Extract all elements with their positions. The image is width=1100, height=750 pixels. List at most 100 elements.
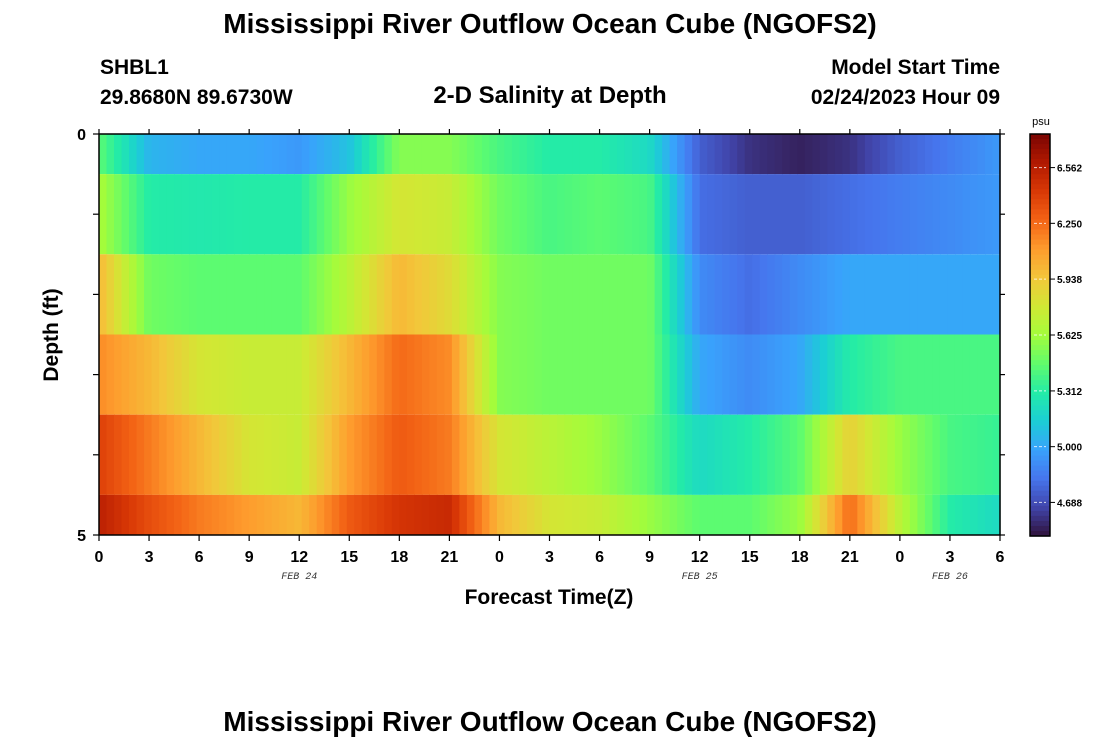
heatmap-cell xyxy=(857,494,866,535)
heatmap-cell xyxy=(504,334,513,415)
heatmap-cell xyxy=(992,494,1001,535)
colorbar-swatch xyxy=(1030,515,1050,522)
heatmap-cell xyxy=(174,334,183,415)
heatmap-cell xyxy=(219,334,228,415)
heatmap-cell xyxy=(954,494,964,535)
heatmap-cell xyxy=(744,494,753,535)
heatmap-cell xyxy=(211,174,220,255)
heatmap-cell xyxy=(511,254,521,335)
heatmap-cell xyxy=(496,134,506,175)
heatmap-cell xyxy=(834,494,843,535)
heatmap-cell xyxy=(632,134,641,175)
heatmap-cell xyxy=(564,254,573,335)
heatmap-cell xyxy=(249,174,258,255)
heatmap-cell xyxy=(466,334,476,415)
heatmap-cell xyxy=(662,254,671,335)
colorbar-swatch xyxy=(1030,340,1050,346)
x-tick-label: 6 xyxy=(996,549,1005,566)
heatmap-cell xyxy=(301,494,310,535)
heatmap-cell xyxy=(782,334,791,415)
colorbar-swatch xyxy=(1030,375,1050,381)
heatmap-cell xyxy=(301,134,310,175)
heatmap-cell xyxy=(526,134,536,175)
heatmap-cell xyxy=(692,414,701,495)
heatmap-cell xyxy=(219,254,228,335)
heatmap-cell xyxy=(684,494,693,535)
heatmap-cell xyxy=(406,414,415,495)
colorbar-swatch xyxy=(1030,380,1050,386)
heatmap-cell xyxy=(887,134,896,175)
heatmap-cell xyxy=(819,334,828,415)
heatmap-cell xyxy=(767,174,776,255)
heatmap-cell xyxy=(782,254,791,335)
heatmap-cell xyxy=(917,414,926,495)
heatmap-cell xyxy=(204,174,213,255)
heatmap-cell xyxy=(827,254,836,335)
heatmap-cell xyxy=(226,174,235,255)
heatmap-cell xyxy=(677,174,686,255)
heatmap-cell xyxy=(159,334,168,415)
heatmap-cell xyxy=(947,494,956,535)
heatmap-cell xyxy=(129,414,138,495)
heatmap-cell xyxy=(812,174,821,255)
heatmap-cell xyxy=(541,174,551,255)
heatmap-cell xyxy=(692,134,701,175)
heatmap-cell xyxy=(361,134,370,175)
heatmap-cell xyxy=(699,414,708,495)
heatmap-cell xyxy=(346,414,355,495)
colorbar-swatch xyxy=(1030,355,1050,361)
heatmap-cell xyxy=(121,134,130,175)
heatmap-cell xyxy=(677,494,686,535)
heatmap-cell xyxy=(827,134,836,175)
colorbar-swatch xyxy=(1030,204,1050,210)
x-tick-label: 9 xyxy=(645,549,654,566)
heatmap-cell xyxy=(939,174,949,255)
heatmap-cell xyxy=(354,494,363,535)
heatmap-cell xyxy=(707,334,716,415)
heatmap-cell xyxy=(692,174,701,255)
colorbar-swatch xyxy=(1030,244,1050,251)
heatmap-cell xyxy=(279,134,288,175)
heatmap-cell xyxy=(579,494,588,535)
heatmap-cell xyxy=(496,414,506,495)
heatmap-cell xyxy=(609,134,618,175)
heatmap-cell xyxy=(286,134,295,175)
heatmap-cell xyxy=(752,174,761,255)
colorbar-swatch xyxy=(1030,405,1050,411)
heatmap-cell xyxy=(346,134,355,175)
heatmap-cell xyxy=(924,414,934,495)
heatmap-cell xyxy=(752,334,761,415)
heatmap-cell xyxy=(954,174,964,255)
heatmap-cell xyxy=(331,334,340,415)
heatmap-cell xyxy=(181,174,190,255)
heatmap-cell xyxy=(632,254,641,335)
colorbar-swatch xyxy=(1030,350,1050,356)
heatmap-cell xyxy=(759,334,768,415)
heatmap-cell xyxy=(159,174,168,255)
heatmap-cell xyxy=(519,414,528,495)
heatmap-cell xyxy=(316,334,325,415)
heatmap-cell xyxy=(977,414,986,495)
heatmap-cell xyxy=(654,414,663,495)
heatmap-cell xyxy=(99,174,108,255)
heatmap-cell xyxy=(286,494,295,535)
heatmap-cell xyxy=(894,174,903,255)
colorbar-swatch xyxy=(1030,159,1050,165)
heatmap-cell xyxy=(534,134,543,175)
heatmap-cell xyxy=(894,134,903,175)
heatmap-cell xyxy=(579,334,588,415)
heatmap-cell xyxy=(421,414,430,495)
y-tick-label: 5 xyxy=(77,528,86,545)
heatmap-cell xyxy=(474,254,483,335)
heatmap-cell xyxy=(804,334,813,415)
heatmap-cell xyxy=(496,494,506,535)
heatmap-cell xyxy=(549,174,558,255)
heatmap-cell xyxy=(189,414,198,495)
heatmap-cell xyxy=(774,254,783,335)
heatmap-cell xyxy=(399,494,408,535)
heatmap-cell xyxy=(969,494,979,535)
heatmap-cell xyxy=(872,334,881,415)
heatmap-cell xyxy=(189,254,198,335)
heatmap-cell xyxy=(249,414,258,495)
heatmap-cell xyxy=(939,334,949,415)
